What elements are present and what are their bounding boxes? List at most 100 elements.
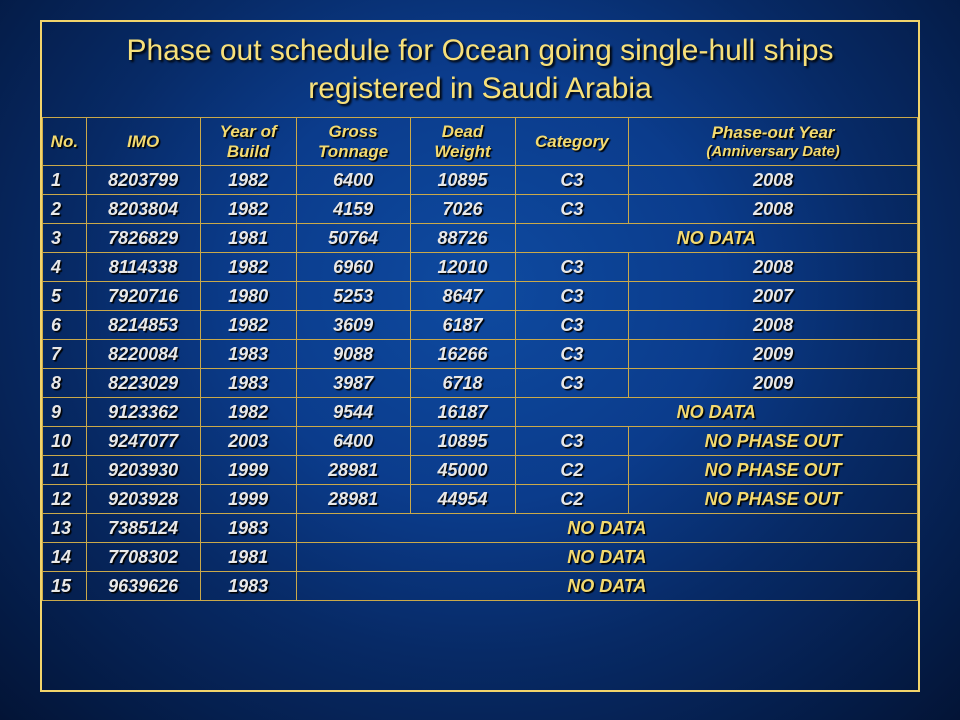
cell-imo: 7920716	[86, 282, 200, 311]
cell-dead: 10895	[410, 427, 515, 456]
cell-imo: 9123362	[86, 398, 200, 427]
table-row: 1596396261983NO DATA	[43, 572, 918, 601]
cell-year: 1980	[200, 282, 296, 311]
cell-imo: 8223029	[86, 369, 200, 398]
cell-imo: 8203799	[86, 166, 200, 195]
table-row: 782200841983908816266C32009	[43, 340, 918, 369]
cell-phaseout: 2009	[629, 340, 918, 369]
cell-category: C3	[515, 369, 629, 398]
cell-no: 9	[43, 398, 87, 427]
col-imo: IMO	[86, 118, 200, 166]
table-row: 12920392819992898144954C2NO PHASE OUT	[43, 485, 918, 514]
table-row: 1373851241983NO DATA	[43, 514, 918, 543]
table-row: 481143381982696012010C32008	[43, 253, 918, 282]
cell-gross: 6960	[296, 253, 410, 282]
cell-dead: 12010	[410, 253, 515, 282]
cell-no: 4	[43, 253, 87, 282]
cell-gross: 6400	[296, 427, 410, 456]
table-row: 182037991982640010895C32008	[43, 166, 918, 195]
cell-no: 10	[43, 427, 87, 456]
cell-dead: 6187	[410, 311, 515, 340]
cell-no: 14	[43, 543, 87, 572]
slide-title: Phase out schedule for Ocean going singl…	[42, 22, 918, 117]
table-row: 88223029198339876718C32009	[43, 369, 918, 398]
table-row: 68214853198236096187C32008	[43, 311, 918, 340]
cell-gross: 3987	[296, 369, 410, 398]
cell-dead: 45000	[410, 456, 515, 485]
table-frame: Phase out schedule for Ocean going singl…	[40, 20, 920, 692]
cell-phaseout: 2008	[629, 253, 918, 282]
cell-year: 1981	[200, 543, 296, 572]
col-dead: Dead Weight	[410, 118, 515, 166]
cell-no: 3	[43, 224, 87, 253]
table-row: 1477083021981NO DATA	[43, 543, 918, 572]
col-phaseout-sub: (Anniversary Date)	[633, 143, 913, 160]
cell-year: 1982	[200, 195, 296, 224]
cell-category: C2	[515, 485, 629, 514]
col-gross: Gross Tonnage	[296, 118, 410, 166]
table-row: 57920716198052538647C32007	[43, 282, 918, 311]
cell-no: 8	[43, 369, 87, 398]
cell-category: C3	[515, 340, 629, 369]
cell-imo: 7385124	[86, 514, 200, 543]
cell-year: 1982	[200, 311, 296, 340]
table-row: 11920393019992898145000C2NO PHASE OUT	[43, 456, 918, 485]
cell-year: 1983	[200, 369, 296, 398]
cell-gross: 28981	[296, 485, 410, 514]
cell-dead: 16187	[410, 398, 515, 427]
cell-category: C3	[515, 427, 629, 456]
cell-dead: 44954	[410, 485, 515, 514]
title-line-1: Phase out schedule for Ocean going singl…	[126, 34, 833, 67]
cell-no: 11	[43, 456, 87, 485]
cell-gross: 9544	[296, 398, 410, 427]
cell-phaseout: NO PHASE OUT	[629, 427, 918, 456]
cell-phaseout: 2009	[629, 369, 918, 398]
cell-year: 1982	[200, 398, 296, 427]
cell-dead: 88726	[410, 224, 515, 253]
cell-category: C2	[515, 456, 629, 485]
cell-no: 1	[43, 166, 87, 195]
cell-category: C3	[515, 311, 629, 340]
cell-phaseout: 2008	[629, 311, 918, 340]
cell-phaseout: 2008	[629, 195, 918, 224]
cell-no: 12	[43, 485, 87, 514]
col-category: Category	[515, 118, 629, 166]
cell-year: 2003	[200, 427, 296, 456]
cell-gross: 28981	[296, 456, 410, 485]
cell-dead: 10895	[410, 166, 515, 195]
col-phaseout-main: Phase-out Year	[712, 123, 835, 142]
cell-no: 2	[43, 195, 87, 224]
cell-category: C3	[515, 253, 629, 282]
cell-no: 5	[43, 282, 87, 311]
cell-imo: 7826829	[86, 224, 200, 253]
table-row: 28203804198241597026C32008	[43, 195, 918, 224]
col-year: Year of Build	[200, 118, 296, 166]
table-row: 3782682919815076488726NO DATA	[43, 224, 918, 253]
cell-imo: 9203930	[86, 456, 200, 485]
cell-year: 1999	[200, 485, 296, 514]
col-phaseout: Phase-out Year (Anniversary Date)	[629, 118, 918, 166]
title-line-2: registered in Saudi Arabia	[308, 72, 652, 105]
cell-gross: 5253	[296, 282, 410, 311]
table-row: 1092470772003640010895C3NO PHASE OUT	[43, 427, 918, 456]
cell-no: 6	[43, 311, 87, 340]
cell-dead: 8647	[410, 282, 515, 311]
cell-dead: 7026	[410, 195, 515, 224]
table-body: 182037991982640010895C320082820380419824…	[43, 166, 918, 601]
cell-gross: 50764	[296, 224, 410, 253]
cell-gross: 4159	[296, 195, 410, 224]
cell-year: 1981	[200, 224, 296, 253]
cell-dead: 16266	[410, 340, 515, 369]
cell-imo: 8203804	[86, 195, 200, 224]
cell-gross: 6400	[296, 166, 410, 195]
cell-category: C3	[515, 282, 629, 311]
table-header: No. IMO Year of Build Gross Tonnage Dead…	[43, 118, 918, 166]
cell-imo: 8220084	[86, 340, 200, 369]
cell-year: 1982	[200, 253, 296, 282]
cell-gross: 3609	[296, 311, 410, 340]
cell-imo: 8114338	[86, 253, 200, 282]
cell-nodata: NO DATA	[515, 398, 918, 427]
cell-phaseout: NO PHASE OUT	[629, 485, 918, 514]
cell-nodata: NO DATA	[296, 514, 917, 543]
cell-imo: 7708302	[86, 543, 200, 572]
